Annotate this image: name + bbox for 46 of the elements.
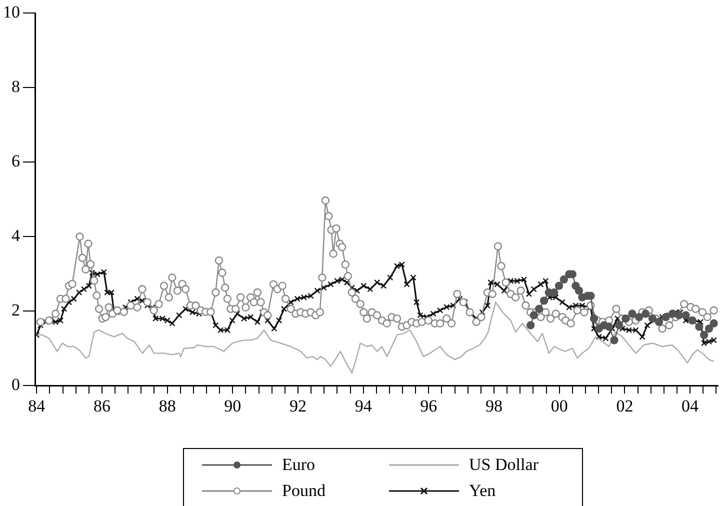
point: [695, 322, 704, 331]
point: [710, 319, 718, 328]
point: [615, 321, 624, 330]
point: [648, 314, 657, 323]
legend-label: US Dollar: [469, 455, 538, 475]
point: [674, 311, 684, 320]
point: [604, 322, 614, 331]
y-tick-label: 2: [12, 300, 20, 320]
legend-label: Yen: [469, 481, 496, 501]
point: [526, 321, 535, 330]
point: [530, 311, 538, 320]
point: [634, 312, 644, 322]
point: [654, 318, 664, 326]
x-tick-label: 84: [28, 396, 46, 416]
y-tick-label: 10: [3, 2, 20, 22]
point: [622, 314, 630, 323]
point: [540, 296, 548, 305]
point: [700, 330, 708, 340]
point: [574, 286, 584, 295]
point: [610, 336, 618, 344]
x-tick-label: 92: [289, 396, 306, 416]
x-tick-label: 00: [550, 396, 568, 416]
y-tick-label: 8: [12, 77, 20, 96]
point: [628, 310, 636, 318]
legend-label: Euro: [282, 455, 316, 475]
x-tick-label: 04: [682, 396, 700, 416]
x-tick-label: 98: [486, 396, 503, 416]
x-tick-label: 96: [420, 396, 438, 416]
y-tick-label: 4: [12, 226, 20, 246]
point: [704, 324, 714, 333]
point: [590, 314, 598, 323]
x-tick-label: 90: [224, 396, 242, 416]
point: [662, 312, 670, 322]
point: [554, 282, 564, 290]
x-tick-label: 86: [93, 396, 110, 416]
y-tick-label: 0: [12, 375, 20, 394]
point: [682, 311, 690, 320]
point: [668, 310, 676, 318]
x-tick-label: 02: [616, 396, 634, 416]
x-tick-label: 88: [158, 396, 176, 416]
legend-label: Pound: [282, 481, 326, 501]
point: [534, 304, 544, 313]
y-tick-label: 6: [12, 152, 20, 171]
x-tick-label: 94: [354, 396, 372, 416]
point: [560, 275, 568, 284]
point: [642, 310, 650, 318]
